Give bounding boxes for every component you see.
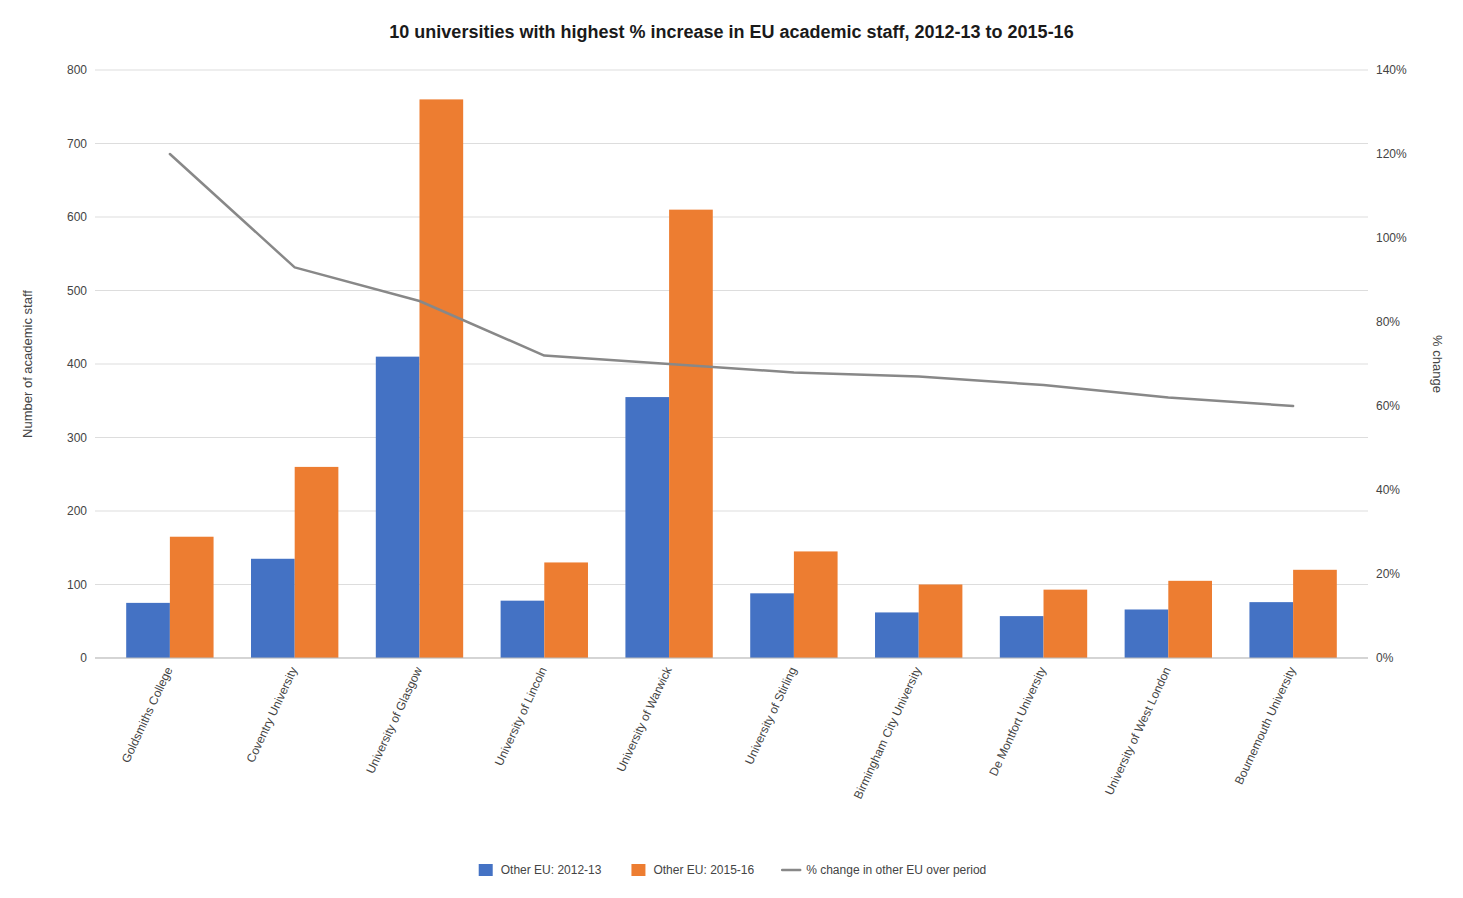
x-tick-label: Coventry University [244, 665, 301, 765]
x-tick-label: Birmingham City University [851, 665, 925, 801]
legend-item: % change in other EU over period [782, 863, 986, 877]
y-tick-label: 100 [67, 578, 87, 592]
bar [1000, 616, 1044, 658]
bar [1249, 602, 1293, 658]
chart: 10 universities with highest % increase … [0, 0, 1463, 898]
y2-tick-label: 0% [1376, 651, 1394, 665]
grid-line [95, 364, 1368, 365]
bar [794, 551, 838, 658]
x-tick-label: Bournemouth University [1232, 665, 1299, 787]
bar [1168, 581, 1212, 658]
legend-swatch [631, 864, 645, 876]
bar [875, 612, 919, 658]
legend-label: Other EU: 2012-13 [501, 863, 602, 877]
grid-line [95, 437, 1368, 438]
y-tick-label: 300 [67, 431, 87, 445]
y-tick-label: 600 [67, 210, 87, 224]
x-tick-label: University of Stirling [742, 665, 799, 767]
bar [544, 562, 588, 658]
legend-label: Other EU: 2015-16 [653, 863, 754, 877]
legend: Other EU: 2012-13 Other EU: 2015-16 % chan… [479, 863, 987, 877]
y2-tick-label: 80% [1376, 315, 1400, 329]
x-tick-label: University of Glasgow [363, 664, 425, 775]
y-tick-label: 0 [80, 651, 87, 665]
y-tick-label: 800 [67, 63, 87, 77]
bar [419, 99, 463, 658]
legend-swatch [479, 864, 493, 876]
bar [126, 603, 170, 658]
plot-area [126, 99, 1337, 658]
y-axis-label: Number of academic staff [20, 290, 35, 438]
bar [750, 593, 794, 658]
bar [1044, 590, 1088, 658]
x-tick-label: University of West London [1102, 665, 1174, 798]
y2-tick-label: 120% [1376, 147, 1407, 161]
y2-tick-label: 40% [1376, 483, 1400, 497]
x-tick-label: De Montfort University [986, 665, 1049, 778]
title: 10 universities with highest % increase … [389, 22, 1073, 42]
y2-axis-label: % change [1430, 335, 1445, 393]
y-tick-label: 700 [67, 137, 87, 151]
legend-label: % change in other EU over period [806, 863, 986, 877]
bar [1293, 570, 1337, 658]
y-tick-label: 500 [67, 284, 87, 298]
bar [501, 601, 545, 658]
bar [1125, 609, 1169, 658]
grid [95, 70, 1368, 658]
grid-line [95, 70, 1368, 71]
bar [669, 210, 713, 658]
y2-tick-label: 60% [1376, 399, 1400, 413]
x-axis-line [95, 658, 1368, 659]
y-tick-label: 400 [67, 357, 87, 371]
line [170, 154, 1293, 406]
y2-tick-label: 100% [1376, 231, 1407, 245]
bar [295, 467, 339, 658]
legend-item: Other EU: 2012-13 [479, 863, 602, 877]
bar [625, 397, 669, 658]
grid-line [95, 511, 1368, 512]
y-tick-label: 200 [67, 504, 87, 518]
bar [376, 357, 420, 658]
x-tick-label: University of Lincoln [492, 665, 550, 768]
x-tick-label: Goldsmiths College [119, 664, 176, 765]
legend-item: Other EU: 2015-16 [631, 863, 754, 877]
grid-line [95, 658, 1368, 659]
x-tick-label: University of Warwick [614, 664, 675, 774]
y2-tick-label: 140% [1376, 63, 1407, 77]
grid-line [95, 143, 1368, 144]
bar [251, 559, 295, 658]
legend-swatch [782, 869, 800, 872]
y2-tick-label: 20% [1376, 567, 1400, 581]
bar [919, 585, 963, 659]
bar [170, 537, 214, 658]
grid-line [95, 290, 1368, 291]
grid-line [95, 217, 1368, 218]
